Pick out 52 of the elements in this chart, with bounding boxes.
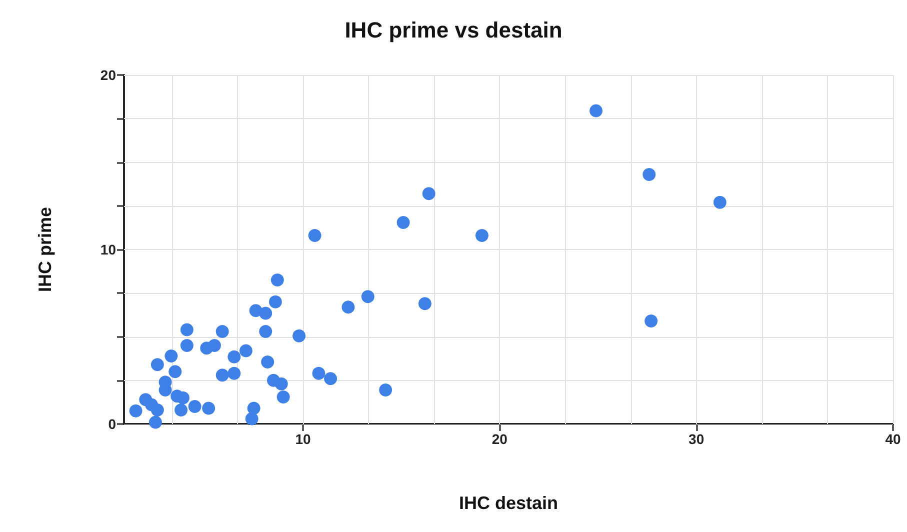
x-tick-label: 40 [885,431,901,447]
point [176,391,190,404]
point [180,338,194,352]
point [129,404,142,418]
chart-title: IHC prime vs destain [344,18,562,42]
point [418,297,432,310]
point [239,344,252,358]
point [245,412,258,426]
point [202,402,216,415]
point [208,338,221,352]
point [228,350,241,364]
point [342,300,355,314]
y-tick-label: 0 [108,416,116,432]
point [379,383,392,396]
x-tick-label: 10 [295,431,311,447]
y-axis-title: IHC prime [35,206,55,292]
point [308,229,322,242]
point [174,404,188,417]
x-tick-label: 20 [492,431,508,447]
point [188,400,202,414]
point [590,104,603,118]
point [274,377,288,390]
x-tick-label: 30 [688,431,704,447]
point [644,314,658,328]
point [216,325,229,338]
point [642,168,656,181]
point [276,390,290,404]
point [180,323,194,336]
point [168,365,182,378]
point [150,358,164,372]
point [713,196,726,209]
point [396,216,410,229]
point [268,295,282,308]
point [259,325,272,338]
y-tick-label: 10 [100,242,116,258]
point [422,187,436,200]
point [247,402,260,415]
point [261,356,274,369]
point [216,368,229,382]
point [228,366,241,380]
point [270,274,284,287]
point [150,404,164,417]
point [324,372,338,386]
point [475,229,488,242]
point [148,416,162,429]
point [361,290,374,304]
point [164,349,178,362]
point [292,329,306,342]
y-tick-label: 20 [100,67,116,83]
point [259,306,272,320]
x-axis-title: IHC destain [458,493,558,513]
point [312,366,326,380]
